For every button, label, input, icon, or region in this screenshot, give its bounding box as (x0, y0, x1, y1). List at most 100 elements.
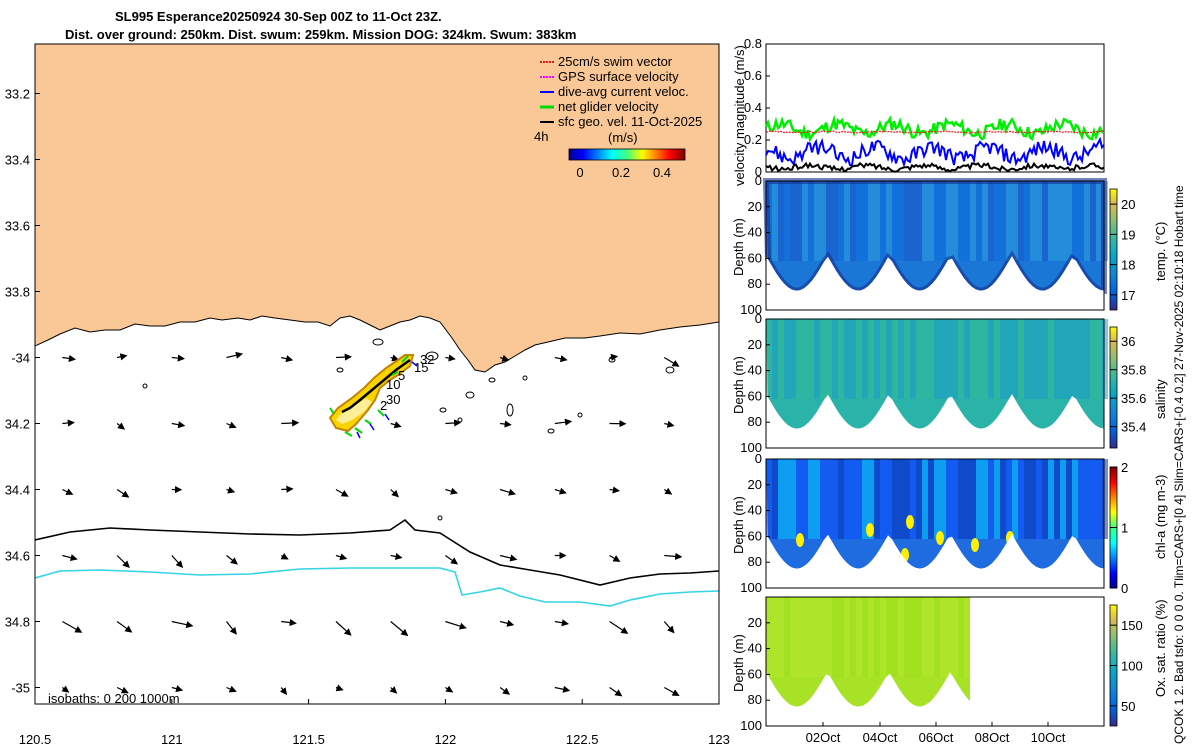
section-streak (1084, 319, 1090, 399)
section-streak (766, 597, 772, 677)
colorbar-label: salinity (1153, 379, 1168, 419)
section-streak (862, 319, 868, 399)
section-streak (790, 597, 796, 677)
section-streak (1054, 459, 1060, 539)
surface-vector (281, 355, 294, 363)
colorbar (1109, 188, 1118, 311)
colorbar-title: (m/s) (608, 130, 638, 145)
surface-vector (171, 620, 194, 629)
section-streak (952, 319, 958, 399)
section-streak (1000, 459, 1006, 539)
section-streak (838, 319, 844, 399)
surface-vector (335, 621, 352, 636)
section-streak (814, 459, 820, 539)
depth-tick: 40 (748, 225, 762, 240)
surface-vector (445, 685, 454, 693)
section-streak (892, 181, 898, 261)
section-streak (1102, 459, 1108, 539)
section-streak (934, 459, 940, 539)
surface-vector (61, 685, 70, 693)
isobath-200m (35, 518, 719, 586)
track-day-label: 15 (414, 360, 428, 375)
section-streak (946, 319, 952, 399)
section-streak (904, 459, 910, 539)
time-tick: 04Oct (863, 730, 898, 745)
depth-tick: 20 (748, 337, 762, 352)
surface-vector (116, 555, 130, 568)
depth-panel-frame (765, 458, 1105, 589)
section-streak (826, 319, 832, 399)
velocity-tick: 0.6 (744, 68, 762, 83)
section-streak (808, 181, 814, 261)
section-streak (874, 181, 880, 261)
section-streak (838, 459, 844, 539)
section-streak (778, 597, 784, 677)
section-streak (1000, 319, 1006, 399)
section-streak (1084, 181, 1090, 261)
colorbar-tick: 1 (1121, 521, 1128, 536)
surface-vector (226, 421, 237, 429)
surface-vector (116, 686, 129, 694)
surface-vector (116, 621, 133, 633)
colorbar-tick: 50 (1121, 699, 1135, 714)
surface-velocity-vectors (61, 351, 683, 697)
map-frame (34, 43, 720, 705)
section-streak (880, 181, 886, 261)
islands (142, 338, 675, 521)
glider-track-inner (336, 398, 372, 424)
depth-tick: 20 (748, 477, 762, 492)
depth-tick: 60 (748, 666, 762, 681)
section-streak (1078, 459, 1084, 539)
surface-vector (335, 353, 352, 361)
section-streak (1072, 319, 1078, 399)
section-streak (1078, 319, 1084, 399)
isobath-1000m (35, 567, 719, 607)
section-streak (1096, 181, 1102, 261)
section-streak (886, 319, 892, 399)
legend-netglider-label: net glider velocity (558, 99, 659, 114)
depth-panel-oxygen-saturation: 20 40 60 80 100 Depth (m) 150 100 50 Ox. sat. rat… (731, 596, 1168, 733)
section-streak (922, 181, 928, 261)
depth-tick: 60 (748, 388, 762, 403)
dive-avg-ticks (356, 361, 418, 439)
section-streak (988, 459, 994, 539)
section-streak (1030, 319, 1036, 399)
depth-tick: 80 (748, 414, 762, 429)
section-streak (928, 319, 934, 399)
section-streak (844, 459, 850, 539)
section-streak (772, 319, 778, 399)
section-streak (916, 459, 922, 539)
depth-ylabel: Depth (m) (731, 218, 746, 276)
colorbar (1109, 326, 1118, 449)
section-streak (994, 181, 1000, 261)
section-streak (964, 459, 970, 539)
surface-vector (554, 355, 568, 363)
section-streak (964, 319, 970, 399)
chl-patch (936, 531, 944, 545)
map-y-tick: 34.4 (5, 483, 30, 498)
depth-tick: 40 (748, 363, 762, 378)
surface-vector (499, 488, 516, 496)
surface-vector (226, 621, 237, 635)
colorbar-label: chl-a (mg m-3) (1153, 474, 1168, 559)
section-streak (1054, 181, 1060, 261)
section-streak (766, 319, 772, 399)
section-streak (856, 459, 862, 539)
section-streak (802, 181, 808, 261)
section-streak (982, 319, 988, 399)
surface-vector (554, 487, 567, 495)
depth-tick: 40 (748, 503, 762, 518)
section-streak (1072, 459, 1078, 539)
section-streak (1042, 459, 1048, 539)
section-streak (868, 181, 874, 261)
map-legend: 25cm/s swim vector GPS surface velocity … (534, 54, 702, 180)
section-streak (874, 319, 880, 399)
depth-tick: 0 (755, 311, 762, 326)
map-y-tick: 33.4 (5, 153, 30, 168)
section-streak (958, 459, 964, 539)
surface-vector (499, 354, 510, 362)
surface-vector (609, 687, 623, 697)
section-streak (952, 597, 958, 677)
map-y-tick: 33.2 (5, 87, 30, 102)
section-streak (964, 181, 970, 261)
